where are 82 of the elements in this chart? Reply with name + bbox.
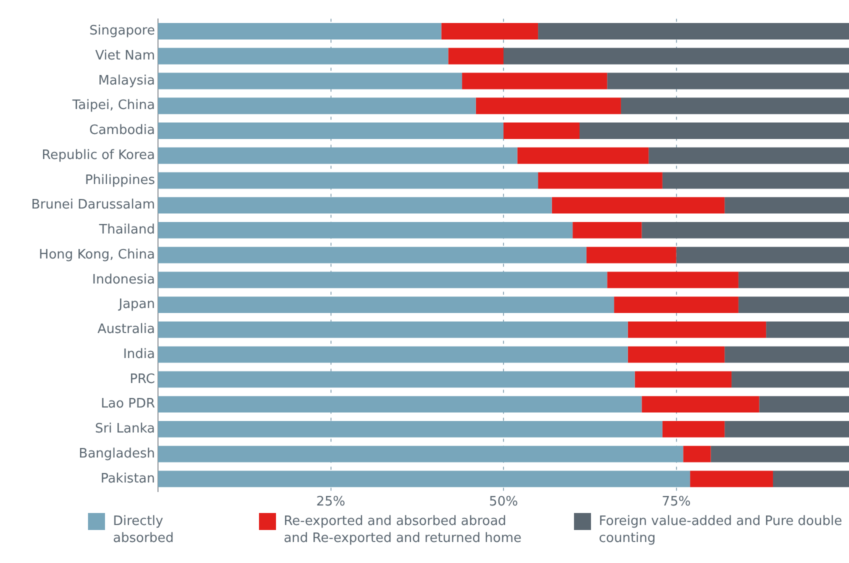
y-tick-label: Republic of Korea xyxy=(42,148,155,163)
legend-label: Directly absorbed xyxy=(113,513,175,547)
bar xyxy=(504,48,849,64)
bar xyxy=(634,371,732,388)
bar xyxy=(158,172,538,189)
y-tick-label: Hong Kong, China xyxy=(38,247,155,262)
bar xyxy=(462,72,608,90)
bar xyxy=(158,72,462,90)
y-tick-label: Taipei, China xyxy=(71,98,155,114)
y-tick-label: Philippines xyxy=(84,172,156,188)
bar xyxy=(158,197,552,214)
bar xyxy=(158,272,608,288)
bar xyxy=(158,346,628,363)
bar xyxy=(158,222,573,238)
bar xyxy=(158,246,586,264)
y-tick-label: Malaysia xyxy=(98,73,155,88)
bar xyxy=(724,421,849,438)
bar xyxy=(738,272,849,288)
bar xyxy=(676,246,849,264)
y-tick-label: Sri Lanka xyxy=(94,422,155,437)
bar xyxy=(724,197,849,214)
bar xyxy=(158,421,662,438)
bar xyxy=(517,147,649,164)
bar xyxy=(710,446,849,462)
bar xyxy=(572,222,642,238)
bar xyxy=(586,246,676,264)
bar xyxy=(738,296,849,314)
bar xyxy=(441,23,538,40)
bar xyxy=(158,371,635,388)
bar xyxy=(538,23,849,40)
bar xyxy=(683,446,711,462)
bar xyxy=(662,172,849,189)
bar xyxy=(158,470,690,488)
bar xyxy=(642,222,849,238)
y-tick-label: PRC xyxy=(130,372,155,387)
bar xyxy=(607,72,849,90)
bar xyxy=(538,172,662,189)
bar xyxy=(614,296,738,314)
bar xyxy=(724,346,849,363)
x-tick-label: 50% xyxy=(489,494,518,510)
bar xyxy=(476,98,621,114)
y-tick-label: Brunei Darussalam xyxy=(31,198,155,213)
y-tick-label: Viet Nam xyxy=(95,48,155,64)
y-tick-label: Japan xyxy=(118,297,155,312)
bar xyxy=(628,322,766,338)
bar xyxy=(158,396,642,413)
bar xyxy=(580,122,849,139)
bar xyxy=(732,371,849,388)
bar xyxy=(772,470,849,488)
bar xyxy=(158,147,518,164)
bar xyxy=(158,446,684,462)
legend-label: Foreign value-added and Pure double counting xyxy=(598,513,844,547)
bar xyxy=(766,322,849,338)
bar xyxy=(690,470,773,488)
bar xyxy=(448,48,504,64)
bar xyxy=(759,396,849,413)
bar xyxy=(158,122,504,139)
bar xyxy=(662,421,725,438)
bar xyxy=(158,98,476,114)
y-tick-label: Lao PDR xyxy=(100,396,155,412)
y-tick-label: Australia xyxy=(97,322,155,338)
x-tick-label: 75% xyxy=(662,494,691,510)
y-tick-label: Cambodia xyxy=(89,123,155,138)
bar xyxy=(158,296,614,314)
legend-label: Re-exported and absorbed abroad and Re-exported and returned home xyxy=(284,513,523,547)
bar xyxy=(158,23,442,40)
y-tick-label: India xyxy=(123,346,155,362)
bar xyxy=(642,396,760,413)
bar xyxy=(620,98,849,114)
bar xyxy=(552,197,725,214)
y-tick-label: Bangladesh xyxy=(78,446,155,462)
y-tick-label: Pakistan xyxy=(100,471,155,486)
bar xyxy=(158,48,448,64)
bar xyxy=(158,322,628,338)
y-tick-label: Indonesia xyxy=(92,272,155,288)
y-tick-label: Singapore xyxy=(89,24,155,39)
bar xyxy=(628,346,725,363)
bar xyxy=(648,147,849,164)
x-tick-label: 25% xyxy=(316,494,346,510)
bar xyxy=(607,272,738,288)
y-tick-label: Thailand xyxy=(98,222,155,238)
bar xyxy=(504,122,580,139)
